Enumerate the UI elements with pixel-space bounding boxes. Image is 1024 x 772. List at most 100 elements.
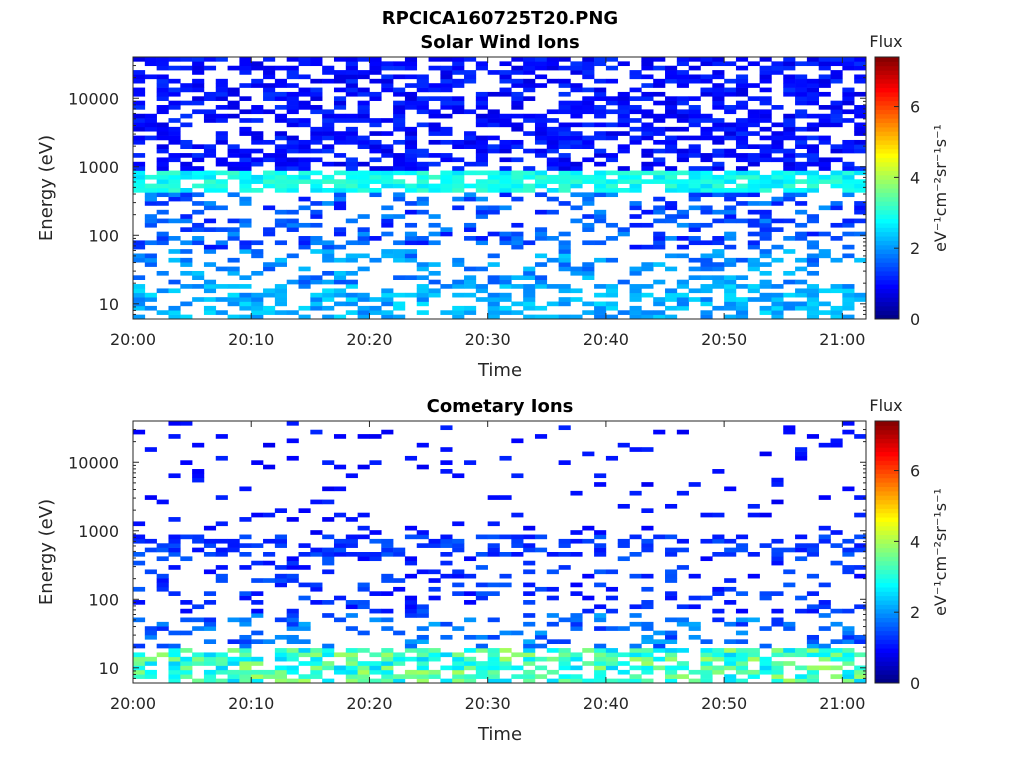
colorbar-step — [875, 578, 899, 584]
heatmap-cell — [404, 525, 418, 531]
heatmap-cell — [416, 674, 429, 679]
heatmap-cell — [464, 78, 477, 84]
heatmap-cell — [665, 214, 678, 219]
heatmap-cell — [428, 648, 441, 653]
heatmap-cell — [511, 534, 524, 540]
heatmap-cell — [298, 595, 311, 601]
heatmap-cell — [617, 310, 630, 315]
colorbar-step — [875, 591, 899, 597]
x-tick-label: 20:10 — [228, 330, 274, 349]
heatmap-cell — [558, 231, 571, 237]
heatmap-cell — [192, 109, 205, 115]
heatmap-cell — [605, 188, 619, 193]
heatmap-cell — [665, 266, 678, 272]
heatmap-cell — [381, 608, 394, 614]
heatmap-cell — [511, 139, 524, 145]
heatmap-cell — [653, 231, 666, 237]
heatmap-cell — [842, 552, 855, 557]
colorbar-step — [875, 547, 899, 553]
heatmap-cell — [499, 284, 512, 289]
heatmap-cell — [345, 301, 358, 307]
heatmap-cell — [594, 669, 607, 675]
heatmap-cell — [381, 591, 394, 596]
heatmap-cell — [653, 118, 666, 123]
heatmap-cell — [333, 135, 347, 141]
heatmap-cell — [215, 665, 228, 671]
heatmap-cell — [570, 100, 583, 106]
heatmap-cell — [322, 569, 335, 575]
heatmap-cell — [759, 292, 772, 298]
heatmap-cell — [688, 78, 701, 84]
heatmap-cell — [795, 113, 808, 119]
heatmap-cell — [381, 205, 394, 211]
heatmap-cell — [570, 87, 583, 93]
heatmap-cell — [830, 674, 843, 679]
heatmap-cell — [653, 205, 666, 211]
heatmap-cell — [676, 490, 689, 496]
heatmap-cell — [416, 196, 429, 202]
heatmap-cell — [345, 473, 358, 479]
heatmap-cell — [724, 661, 737, 666]
heatmap-cell — [192, 174, 205, 180]
heatmap-cell — [144, 305, 157, 311]
heatmap-cell — [440, 126, 453, 132]
heatmap-cell — [475, 153, 488, 158]
heatmap-cell — [263, 639, 276, 644]
heatmap-cell — [665, 297, 678, 302]
heatmap-cell — [357, 292, 370, 298]
heatmap-cell — [629, 205, 642, 211]
heatmap-cell — [582, 87, 595, 93]
figure-title: RPCICA160725T20.PNG — [382, 8, 618, 29]
heatmap-cell — [180, 534, 193, 540]
heatmap-cell — [274, 118, 287, 123]
heatmap-cell — [203, 227, 217, 232]
heatmap-cell — [133, 586, 146, 592]
heatmap-cell — [452, 656, 465, 662]
heatmap-cell — [369, 305, 382, 311]
heatmap-cell — [523, 600, 536, 605]
heatmap-cell — [641, 656, 654, 662]
heatmap-cell — [629, 447, 642, 452]
heatmap-cell — [180, 139, 193, 145]
heatmap-cell — [452, 473, 465, 479]
heatmap-cell — [357, 214, 370, 219]
heatmap-cell — [700, 91, 713, 97]
heatmap-cell — [806, 678, 820, 684]
heatmap-cell — [582, 595, 595, 601]
heatmap-cell — [629, 105, 642, 110]
heatmap-cell — [322, 144, 335, 149]
solar-wind-title: Solar Wind Ions — [420, 32, 579, 53]
heatmap-cell — [192, 78, 205, 84]
heatmap-cell — [227, 292, 240, 298]
heatmap-cell — [570, 266, 583, 272]
heatmap-cell — [795, 648, 808, 653]
heatmap-cell — [747, 262, 760, 267]
heatmap-cell — [735, 174, 749, 180]
heatmap-cell — [534, 284, 548, 289]
heatmap-cell — [144, 196, 157, 202]
cometary-xlabel: Time — [477, 724, 522, 745]
heatmap-cell — [286, 70, 299, 75]
heatmap-cell — [546, 656, 559, 662]
heatmap-cell — [759, 665, 772, 671]
heatmap-cell — [263, 512, 276, 518]
heatmap-cell — [594, 674, 607, 679]
heatmap-cell — [286, 227, 299, 232]
heatmap-cell — [771, 665, 784, 671]
heatmap-cell — [345, 70, 358, 75]
heatmap-cell — [795, 547, 808, 553]
heatmap-cell — [475, 183, 488, 189]
heatmap-cell — [594, 214, 607, 219]
heatmap-cell — [133, 153, 146, 158]
heatmap-cell — [156, 96, 169, 101]
heatmap-cell — [345, 87, 358, 93]
heatmap-cell — [381, 78, 394, 84]
colorbar-step — [875, 499, 899, 505]
heatmap-cell — [404, 556, 418, 562]
heatmap-cell — [818, 600, 831, 605]
heatmap-cell — [475, 266, 488, 272]
heatmap-cell — [464, 266, 477, 272]
heatmap-cell — [641, 292, 654, 298]
heatmap-cell — [735, 669, 749, 675]
heatmap-cell — [676, 157, 689, 163]
